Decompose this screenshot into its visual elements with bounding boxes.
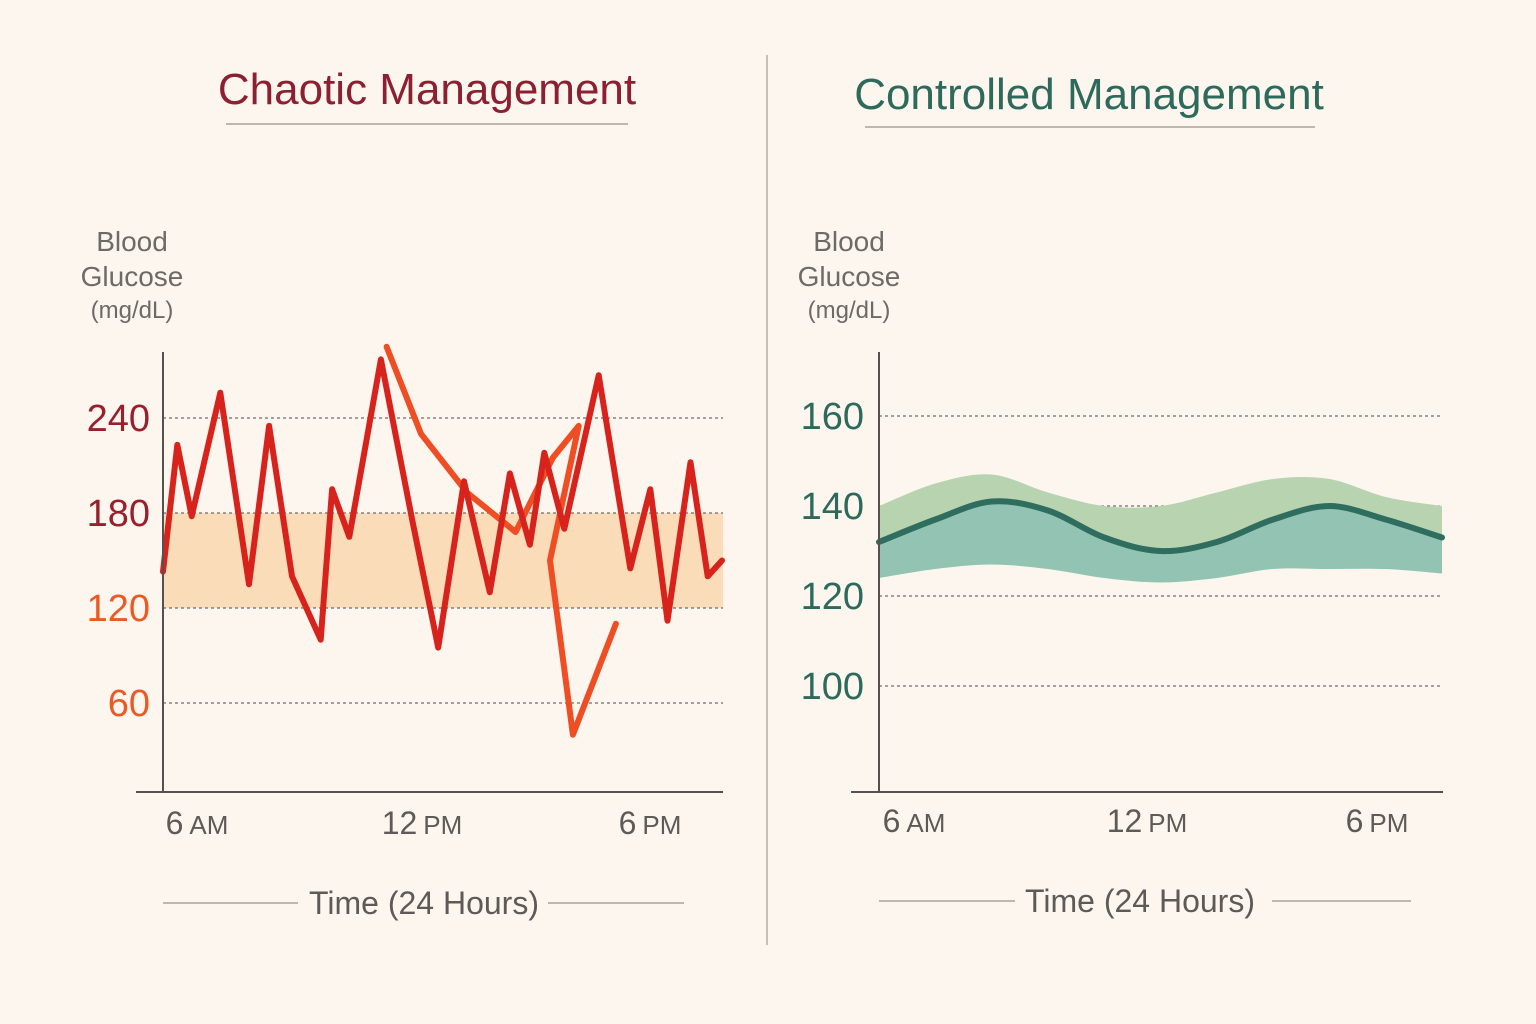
x-tick-unit: PM [1148, 808, 1187, 838]
controlled-management-chart: Controlled Management Blood Glucose (mg/dL)… [798, 70, 1445, 919]
x-tick-label: 6 AM [883, 803, 946, 839]
x-tick-number: 12 [1107, 803, 1143, 839]
y-tick-label: 160 [801, 396, 864, 438]
x-axis-title: Time (24 Hours) [309, 885, 539, 921]
y-axis-label-line: Blood [813, 226, 885, 257]
x-tick-unit: AM [906, 808, 945, 838]
y-tick-label: 100 [801, 666, 864, 708]
x-tick-label: 6 PM [619, 805, 682, 841]
x-tick-number: 12 [382, 805, 418, 841]
x-tick-unit: PM [423, 810, 462, 840]
y-tick-label: 120 [801, 576, 864, 618]
glucose-series-line-1 [160, 356, 725, 651]
x-tick-label: 6 AM [166, 805, 229, 841]
chart-title: Controlled Management [854, 70, 1324, 119]
y-axis-label-line: Glucose [81, 261, 184, 292]
x-axis-title: Time (24 Hours) [1025, 883, 1255, 919]
x-tick-label: 12 PM [1107, 803, 1188, 839]
y-axis-label: Blood Glucose (mg/dL) [798, 226, 901, 324]
y-tick-label: 60 [108, 683, 150, 725]
upper-variability-band [879, 474, 1442, 552]
y-tick-label: 120 [87, 588, 150, 630]
lower-variability-band [879, 501, 1442, 583]
x-tick-label: 12 PM [382, 805, 463, 841]
y-axis-label-line: (mg/dL) [808, 297, 891, 324]
x-tick-unit: AM [189, 810, 228, 840]
x-tick-number: 6 [619, 805, 637, 841]
y-tick-label: 180 [87, 493, 150, 535]
glucose-series-line-2 [383, 343, 619, 738]
x-tick-label: 6 PM [1346, 803, 1409, 839]
x-tick-number: 6 [166, 805, 184, 841]
y-axis-label-line: Glucose [798, 261, 901, 292]
y-axis-label-line: (mg/dL) [91, 297, 174, 324]
median-glucose-line [876, 498, 1445, 555]
y-axis-label-line: Blood [96, 226, 168, 257]
chaotic-management-chart: Chaotic Management Blood Glucose (mg/dL) 60 1… [81, 65, 725, 921]
x-tick-number: 6 [883, 803, 901, 839]
y-tick-label: 140 [801, 486, 864, 528]
x-tick-unit: PM [642, 810, 681, 840]
x-tick-unit: PM [1369, 808, 1408, 838]
y-tick-label: 240 [87, 398, 150, 440]
chart-title: Chaotic Management [218, 65, 636, 114]
y-axis-label: Blood Glucose (mg/dL) [81, 226, 184, 324]
x-tick-number: 6 [1346, 803, 1364, 839]
